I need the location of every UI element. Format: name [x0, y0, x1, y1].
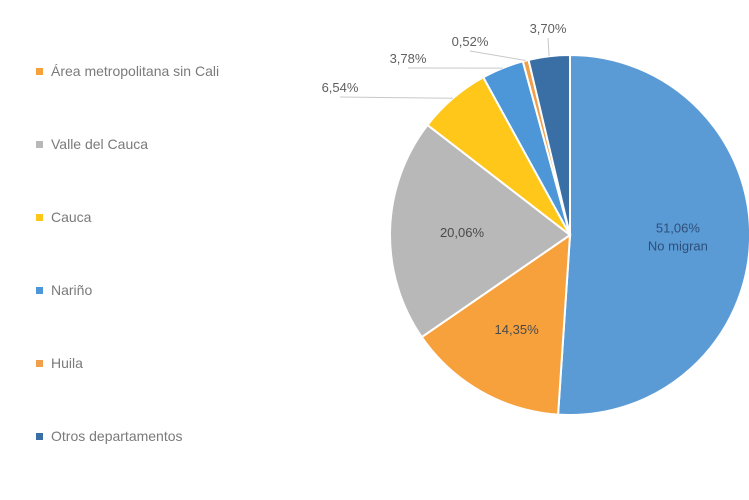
- leader-line: [470, 51, 526, 61]
- data-label: 51,06%: [656, 221, 701, 236]
- data-label: 3,70%: [530, 21, 567, 36]
- pie-slice: [558, 55, 749, 415]
- pie-chart: 51,06% No migran 14,35% 20,06% 6,54% 3,78% 0,5…: [0, 0, 749, 449]
- data-label: 14,35%: [495, 322, 540, 337]
- leader-line: [340, 97, 453, 98]
- leader-line: [548, 38, 549, 56]
- data-label: 6,54%: [322, 80, 359, 95]
- data-label: No migran: [648, 239, 708, 254]
- data-label: 20,06%: [440, 225, 485, 240]
- data-label: 3,78%: [390, 51, 427, 66]
- data-label: 0,52%: [452, 34, 489, 49]
